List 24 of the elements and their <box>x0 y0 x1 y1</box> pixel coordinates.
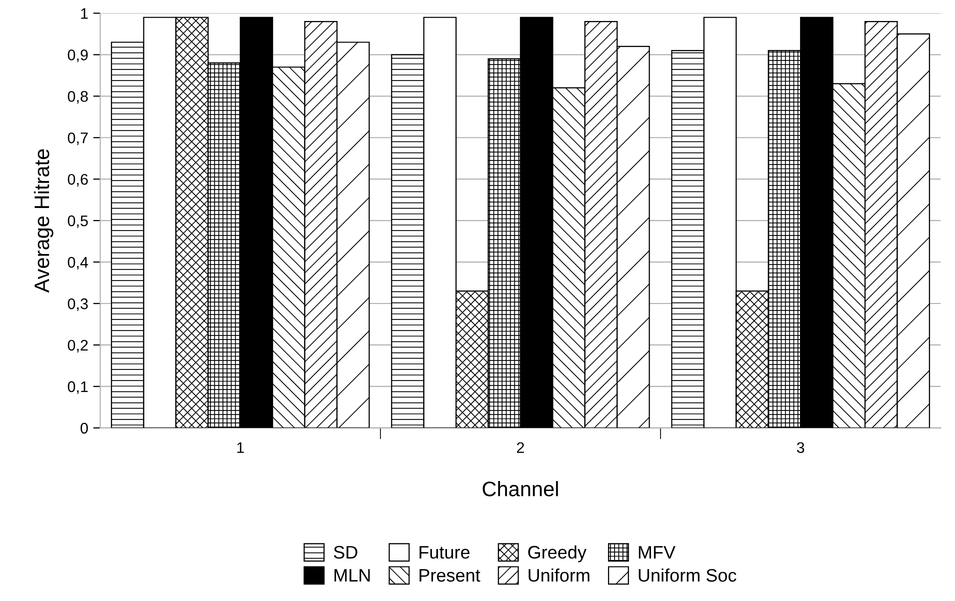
x-tick-label: 3 <box>796 442 804 454</box>
y-tick-label: 0 <box>80 422 88 434</box>
y-axis-title: Average Hitrate <box>34 149 54 293</box>
legend-label: Future <box>420 546 470 559</box>
legend-label: MLN <box>334 569 370 582</box>
y-tick-label: 0,6 <box>68 174 88 187</box>
legend-label: MFV <box>638 546 676 558</box>
y-tick-label: 0,9 <box>68 50 88 62</box>
y-tick-label: 0,2 <box>68 340 88 352</box>
y-tick-label: 0,4 <box>68 256 88 270</box>
legend-label: Greedy <box>528 545 586 562</box>
legend-label: Uniform <box>528 568 590 582</box>
x-tick-label: 2 <box>516 442 524 453</box>
y-tick-label: 0,7 <box>68 132 88 146</box>
legend-label: Uniform Soc <box>638 568 736 582</box>
x-axis-title: Channel <box>482 481 558 496</box>
y-tick-label: 0,5 <box>68 215 88 228</box>
legend-label: SD <box>334 546 358 559</box>
y-tick-label: 1 <box>81 8 88 19</box>
x-tick-label: 1 <box>237 442 244 453</box>
y-tick-label: 0,8 <box>68 91 88 104</box>
legend-label: Present <box>420 569 480 582</box>
y-tick-label: 0,3 <box>68 298 88 311</box>
y-tick-label: 0,1 <box>68 381 88 394</box>
